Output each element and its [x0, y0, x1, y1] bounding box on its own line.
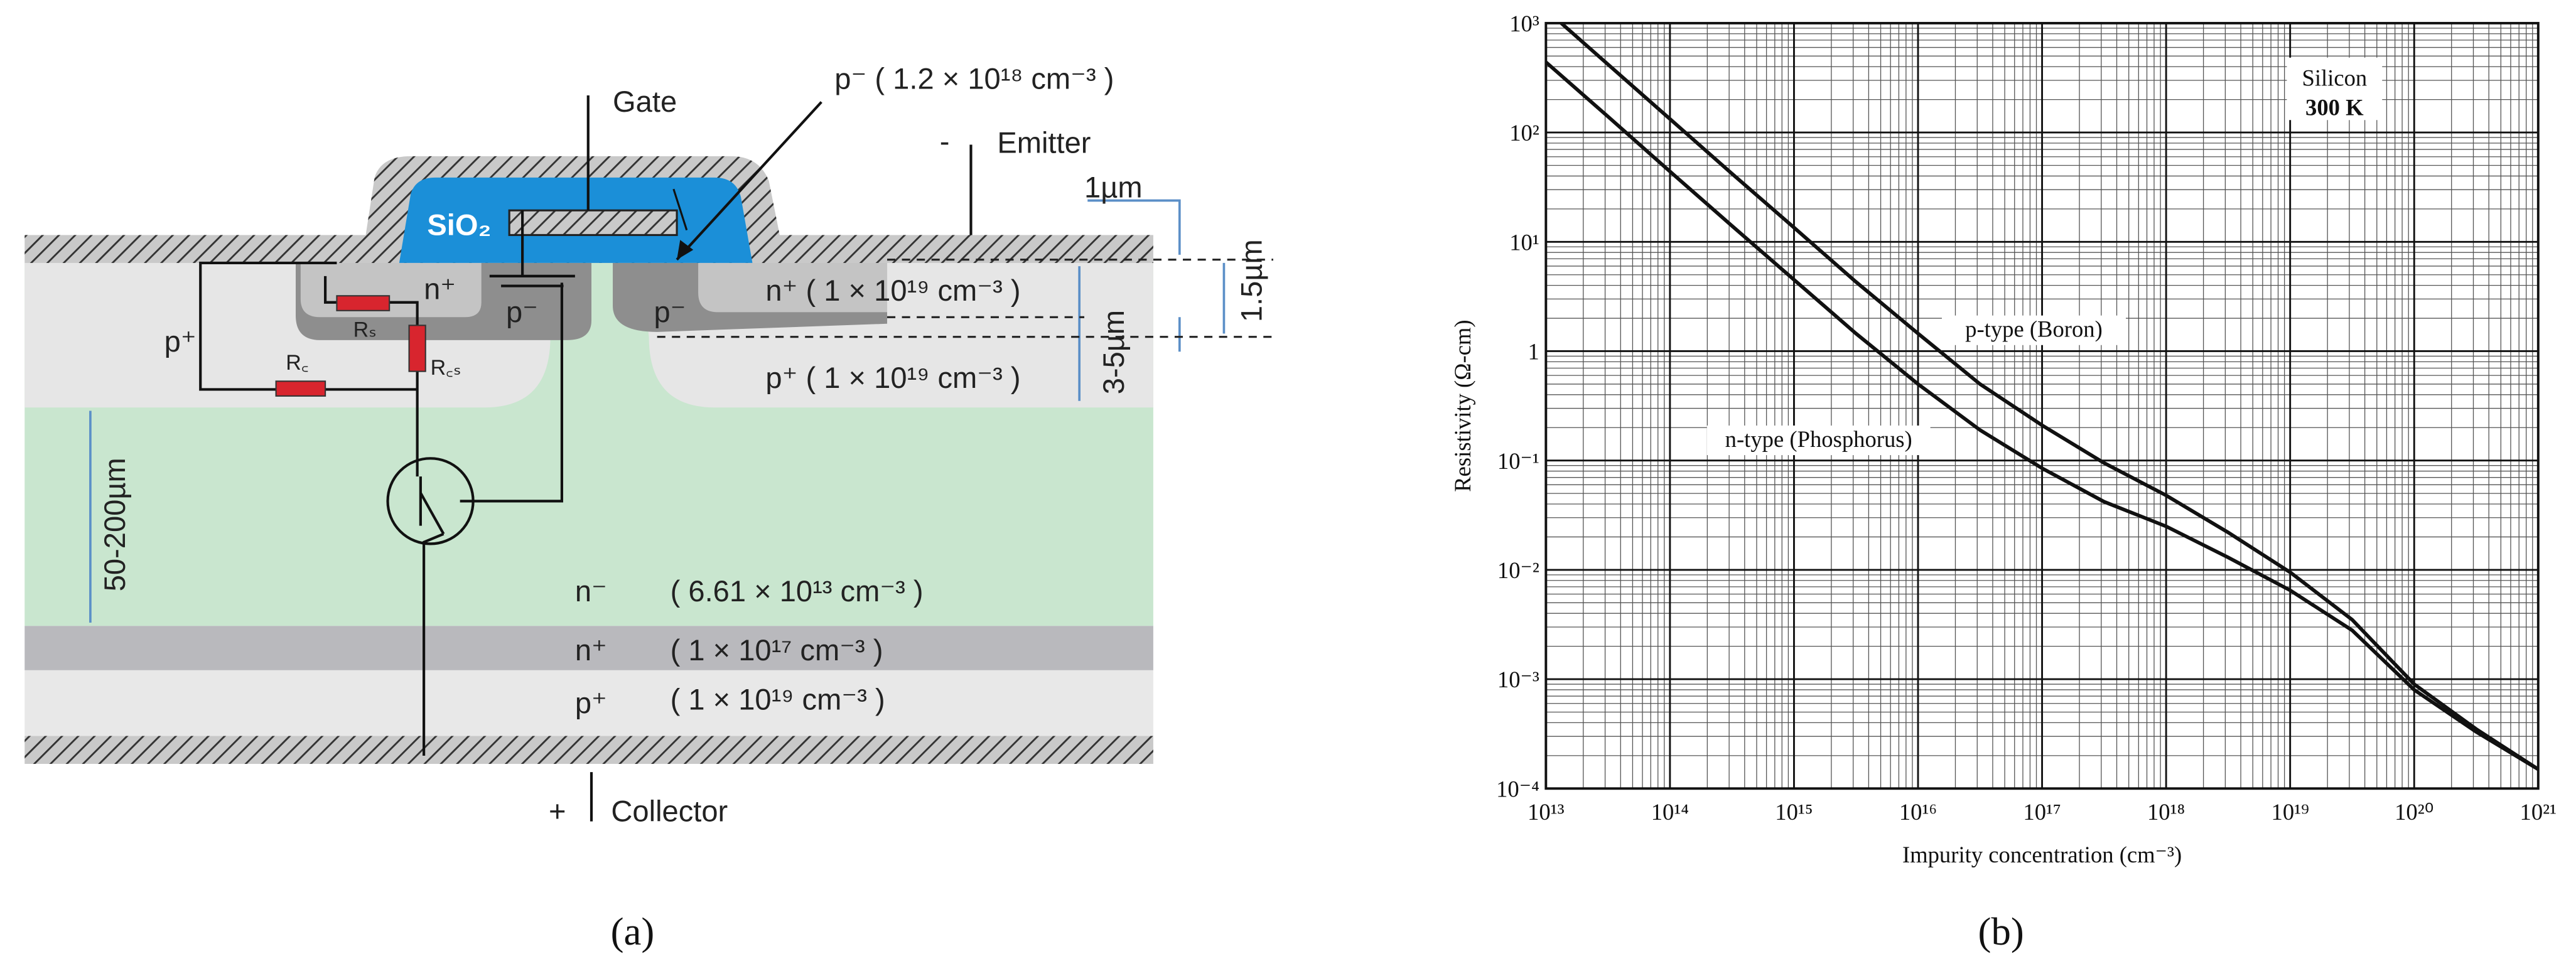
- x-tick-label: 10¹⁶: [1899, 799, 1937, 825]
- label: n⁺ ( 1 × 10¹⁹ cm⁻³ ): [765, 274, 1020, 307]
- x-tick-label: 10¹⁵: [1775, 799, 1813, 825]
- series-line: [1558, 23, 2538, 771]
- label-background: [1941, 315, 2126, 345]
- label: ( 1 × 10¹⁹ cm⁻³ ): [671, 683, 885, 716]
- label: +: [549, 795, 566, 828]
- label: 50-200µm: [98, 458, 131, 591]
- y-tick-label: 10³: [1509, 11, 1539, 36]
- y-tick-label: 10⁻²: [1497, 557, 1539, 583]
- wire: [423, 532, 445, 756]
- label: n⁺: [575, 633, 607, 667]
- x-tick-label: 10¹⁴: [1651, 799, 1689, 825]
- wire: [419, 492, 445, 535]
- x-tick-label: 10²⁰: [2395, 799, 2433, 825]
- label: ( 1 × 10¹⁷ cm⁻³ ): [671, 633, 883, 667]
- x-tick-label: 10²¹: [2520, 799, 2557, 825]
- n-plus-right: [698, 262, 888, 313]
- label-background: [1706, 425, 1931, 456]
- label: Collector: [611, 795, 728, 828]
- label: 3-5µm: [1097, 310, 1130, 394]
- x-tick-label: 10¹³: [1528, 799, 1565, 825]
- wire: [389, 301, 419, 326]
- label: p⁻: [506, 295, 538, 328]
- collector-metal: [24, 736, 1153, 764]
- resistor-rcs: [408, 325, 426, 372]
- y-tick-label: 10⁻⁴: [1496, 776, 1539, 802]
- annotation-background: [2287, 57, 2383, 121]
- label: Gate: [613, 85, 677, 118]
- y-axis-label: Resistivity (Ω-cm): [1450, 319, 1475, 491]
- label: p⁻ ( 1.2 × 10¹⁸ cm⁻³ ): [834, 62, 1114, 95]
- label: p⁺: [575, 686, 607, 719]
- poly-gate: [508, 209, 678, 237]
- arrow-head: [677, 240, 694, 260]
- y-tick-label: 10⁻¹: [1497, 448, 1539, 474]
- x-tick-label: 10¹⁸: [2147, 799, 2185, 825]
- pointer-arrow: [676, 101, 822, 261]
- x-axis-label: Impurity concentration (cm⁻³): [1902, 842, 2182, 867]
- wire: [324, 276, 337, 304]
- label: -: [940, 124, 950, 158]
- dimension-lines: [89, 199, 1226, 623]
- panel-caption: (a): [611, 909, 655, 953]
- label: R꜀: [286, 351, 308, 375]
- label: n⁺: [424, 272, 456, 306]
- label: p⁻: [654, 295, 686, 328]
- label: SiO₂: [427, 208, 491, 241]
- resistivity-chart: Impurity concentration (cm⁻³) Resistivit…: [1450, 11, 2557, 953]
- y-tick-label: 10⁻³: [1497, 667, 1539, 692]
- wire: [199, 261, 337, 391]
- wire: [460, 282, 564, 503]
- plot-frame: [1544, 21, 2540, 790]
- label: n⁻: [575, 574, 607, 608]
- series-label: n-type (Phosphorus): [1725, 426, 1912, 452]
- label: ( 6.61 × 10¹³ cm⁻³ ): [671, 574, 924, 608]
- wire: [672, 188, 688, 231]
- resistor-rc: [275, 380, 326, 397]
- x-tick-label: 10¹⁹: [2272, 799, 2309, 825]
- y-tick-label: 10¹: [1509, 229, 1539, 255]
- series-label: p-type (Boron): [1965, 316, 2103, 342]
- annotation: 300 K: [2305, 94, 2364, 120]
- series-line: [1546, 60, 2538, 771]
- collector-layer: [24, 670, 1153, 736]
- buffer-layer: [24, 626, 1153, 670]
- annotation: Silicon: [2302, 65, 2367, 90]
- label: p⁺: [164, 325, 197, 358]
- label: 1µm: [1084, 170, 1143, 203]
- dim-line: [1087, 199, 1181, 255]
- resistor-rs: [336, 295, 391, 311]
- equivalent-circuit: [199, 95, 973, 822]
- dashed-guides: [657, 259, 1273, 338]
- device-diagram: Gate p⁻ ( 1.2 × 10¹⁸ cm⁻³ ) - Emitter 1µ…: [24, 62, 1273, 953]
- label: p⁺ ( 1 × 10¹⁹ cm⁻³ ): [765, 361, 1020, 394]
- x-tick-label: 10¹⁷: [2023, 799, 2061, 825]
- y-tick-label: 10²: [1509, 120, 1539, 146]
- y-tick-label: 1: [1528, 339, 1539, 365]
- panel-caption: (b): [1978, 909, 2024, 953]
- label: 1.5µm: [1235, 239, 1268, 322]
- label: R꜀ₛ: [431, 356, 461, 380]
- label: Rₛ: [353, 318, 377, 342]
- label: Emitter: [997, 126, 1091, 159]
